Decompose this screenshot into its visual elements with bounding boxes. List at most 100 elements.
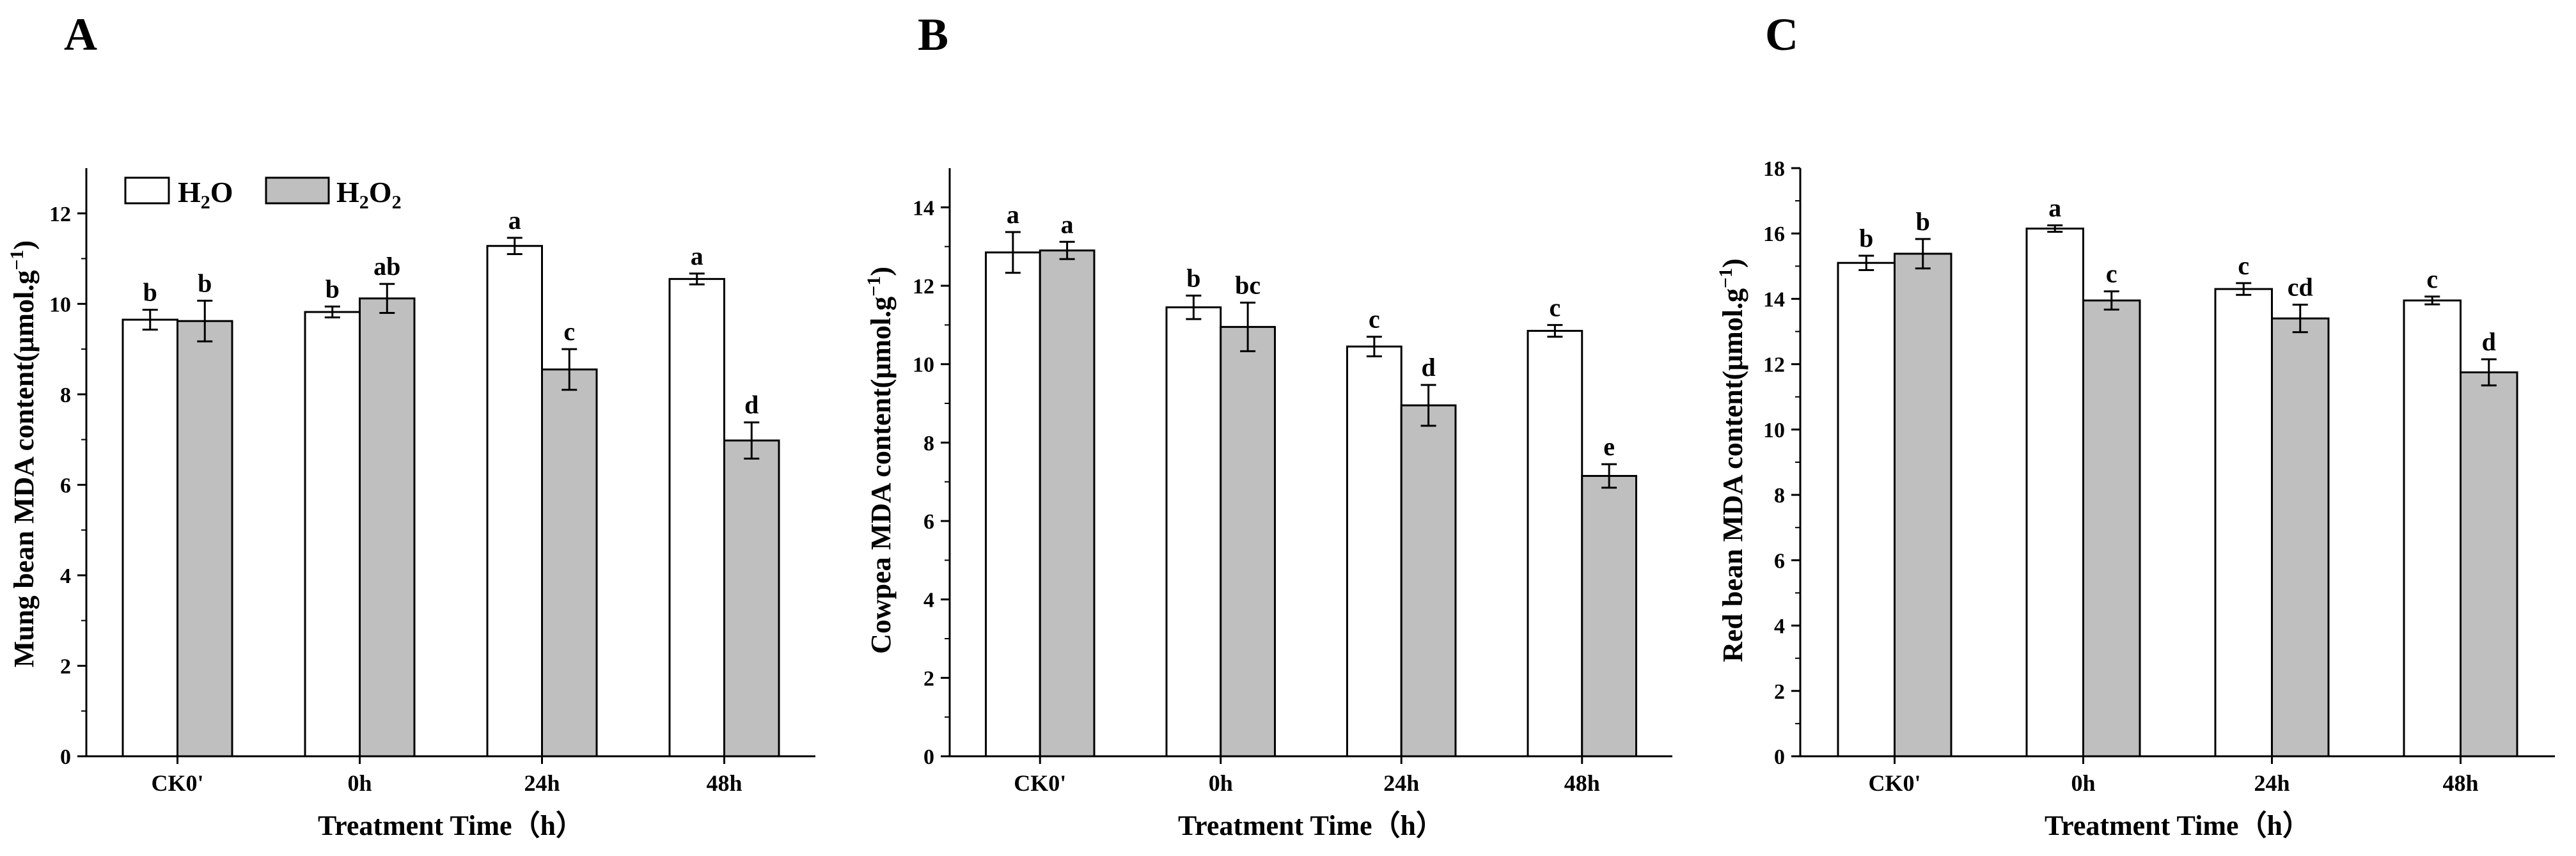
panel-b: B 0 2 4 6 8 10 12 14 a a CK0' b bc 0h c d 24h c e 48h Treat… bbox=[863, 9, 1672, 841]
y-axis-title-sup: −1 bbox=[863, 276, 884, 297]
significance-label: a bbox=[1061, 210, 1074, 238]
y-axis-title-main: Red bean MDA content(μmol.g bbox=[1717, 288, 1748, 662]
significance-label: a bbox=[508, 206, 521, 235]
bar-h2o2-2 bbox=[541, 368, 598, 758]
significance-label: b bbox=[143, 278, 157, 307]
x-tick-label: CK0' bbox=[1868, 770, 1920, 796]
y-tick-label: 6 bbox=[1774, 549, 1785, 573]
bar-h2o-2 bbox=[1346, 345, 1402, 758]
x-axis-title: Treatment Time（h） bbox=[318, 810, 584, 841]
significance-label: bc bbox=[1235, 270, 1261, 299]
x-tick-label: 48h bbox=[706, 770, 742, 796]
x-tick-label: 24h bbox=[2254, 770, 2289, 796]
y-axis-title-end: ) bbox=[1717, 258, 1748, 268]
y-tick-label: 12 bbox=[913, 275, 934, 299]
significance-label: b bbox=[326, 275, 340, 304]
significance-label: e bbox=[1603, 432, 1615, 461]
y-axis-title-sup: −1 bbox=[6, 250, 27, 270]
y-tick-label: 2 bbox=[1774, 680, 1785, 704]
x-tick-label: CK0' bbox=[151, 770, 203, 796]
x-axis-title: Treatment Time（h） bbox=[1178, 810, 1444, 841]
significance-label: c bbox=[2238, 251, 2249, 280]
y-tick-label: 10 bbox=[1763, 419, 1785, 442]
y-tick-label: 16 bbox=[1763, 222, 1785, 246]
significance-label: d bbox=[744, 391, 758, 419]
significance-label: cd bbox=[2288, 273, 2313, 302]
y-tick-label: 2 bbox=[923, 667, 934, 690]
y-tick-label: 10 bbox=[49, 293, 71, 316]
y-axis-title: Mung bean MDA content(μmol.g−1) bbox=[6, 240, 40, 667]
bar-h2o-0 bbox=[1837, 261, 1896, 758]
y-tick-label: 18 bbox=[1763, 157, 1785, 181]
significance-label: c bbox=[563, 317, 575, 346]
bar-h2o-2 bbox=[486, 245, 543, 758]
x-axis-title: Treatment Time（h） bbox=[2045, 810, 2311, 841]
bar-h2o-3 bbox=[668, 277, 725, 758]
panel-letter: B bbox=[918, 9, 948, 60]
x-tick-label: 24h bbox=[1383, 770, 1419, 796]
bar-h2o2-1 bbox=[2082, 299, 2141, 758]
significance-label: d bbox=[1422, 353, 1436, 382]
panel-letter: C bbox=[1765, 9, 1798, 60]
y-tick-label: 4 bbox=[60, 564, 71, 588]
bar-h2o-0 bbox=[985, 251, 1041, 758]
y-tick-label: 0 bbox=[923, 745, 934, 769]
significance-label: a bbox=[2048, 193, 2061, 222]
significance-label: a bbox=[691, 242, 703, 270]
panel-a: A 0 2 4 6 8 10 12 b b CK0' b ab 0h a c 24h a d 48h Treatme… bbox=[6, 9, 815, 841]
bar-h2o-2 bbox=[2214, 288, 2273, 758]
y-tick-label: 4 bbox=[923, 589, 934, 612]
y-axis-title: Cowpea MDA content(μmol.g−1) bbox=[863, 267, 897, 654]
y-tick-label: 4 bbox=[1774, 615, 1785, 639]
y-tick-label: 6 bbox=[923, 510, 934, 534]
bar-h2o-0 bbox=[122, 318, 178, 758]
significance-label: b bbox=[1916, 207, 1930, 236]
significance-label: b bbox=[198, 268, 212, 297]
significance-label: b bbox=[1186, 263, 1200, 292]
x-tick-label: 48h bbox=[1564, 770, 1600, 796]
bar-h2o2-2 bbox=[2271, 317, 2330, 758]
y-axis-title-main: Cowpea MDA content(μmol.g bbox=[865, 297, 897, 654]
y-tick-label: 0 bbox=[60, 745, 71, 769]
bar-h2o-1 bbox=[2025, 228, 2084, 758]
bar-h2o2-2 bbox=[1400, 404, 1457, 758]
y-tick-label: 8 bbox=[923, 432, 934, 455]
y-tick-label: 2 bbox=[60, 655, 71, 678]
y-tick-label: 14 bbox=[913, 196, 934, 220]
x-tick-label: 0h bbox=[2071, 770, 2095, 796]
y-axis-title-end: ) bbox=[8, 240, 40, 250]
significance-label: d bbox=[2482, 327, 2496, 356]
y-axis-title-end: ) bbox=[865, 267, 897, 276]
x-tick-label: 0h bbox=[1209, 770, 1233, 796]
y-tick-label: 14 bbox=[1763, 288, 1785, 311]
significance-label: c bbox=[1369, 305, 1380, 334]
bar-h2o2-0 bbox=[1894, 253, 1952, 758]
significance-label: a bbox=[1007, 200, 1019, 229]
bar-h2o2-0 bbox=[1039, 249, 1096, 758]
significance-label: b bbox=[1859, 224, 1873, 253]
bar-h2o-1 bbox=[1165, 306, 1222, 758]
bar-h2o2-3 bbox=[2460, 371, 2518, 758]
y-tick-label: 8 bbox=[60, 384, 71, 407]
legend-label-h2o: H2O bbox=[178, 176, 233, 213]
y-axis-title-sup: −1 bbox=[1715, 268, 1736, 288]
y-tick-label: 6 bbox=[60, 474, 71, 497]
significance-label: c bbox=[2426, 265, 2438, 293]
y-tick-label: 8 bbox=[1774, 484, 1785, 508]
bar-h2o2-1 bbox=[1220, 325, 1276, 758]
bar-h2o2-3 bbox=[723, 439, 780, 758]
y-tick-label: 10 bbox=[913, 354, 934, 377]
bar-h2o2-3 bbox=[1581, 474, 1637, 758]
x-tick-label: 0h bbox=[347, 770, 372, 796]
bar-h2o-3 bbox=[2403, 299, 2462, 758]
x-tick-label: CK0' bbox=[1014, 770, 1066, 796]
legend-swatch-h2o bbox=[124, 176, 170, 205]
panel-letter: A bbox=[64, 9, 97, 60]
x-tick-label: 24h bbox=[524, 770, 560, 796]
legend: H2O H2O2 bbox=[124, 176, 402, 213]
y-axis-title: Red bean MDA content(μmol.g−1) bbox=[1715, 258, 1748, 662]
legend-swatch-h2o2 bbox=[265, 176, 330, 205]
bar-h2o2-0 bbox=[177, 320, 233, 758]
